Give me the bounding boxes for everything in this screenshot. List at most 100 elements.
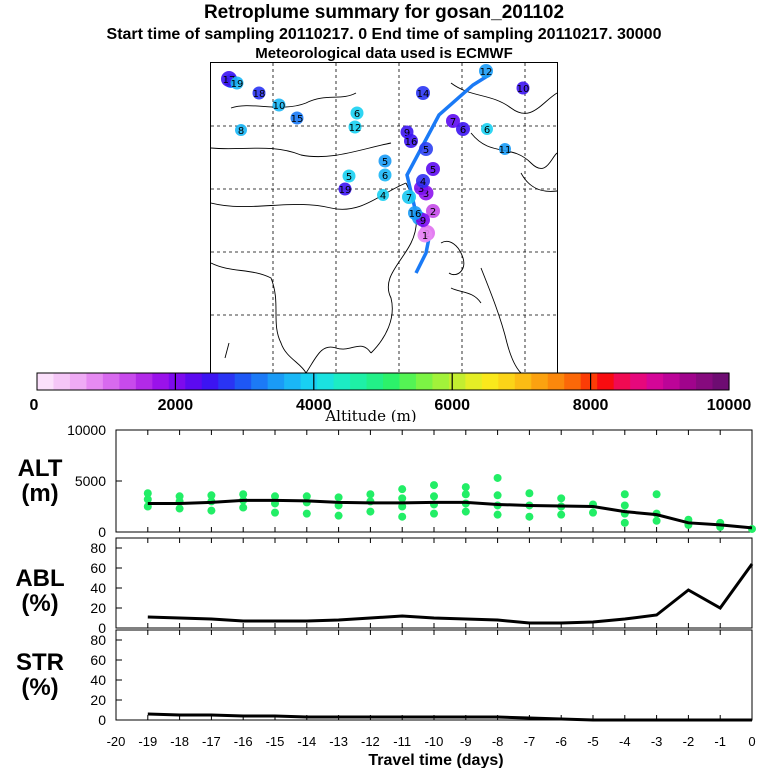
plume-marker-label: 19 [339,185,352,196]
plume-marker-label: 12 [480,67,493,78]
colorbar-frame [36,372,730,391]
abl-label-text: ABL (%) [15,565,65,617]
x-tick-label: -9 [460,734,472,749]
plume-marker-label: 6 [460,125,466,136]
alt-scatter-point [398,494,407,503]
colorbar-cell [366,373,384,390]
colorbar-cell [37,373,55,390]
colorbar-cell [119,373,137,390]
x-tick-label: -8 [492,734,504,749]
x-tick-label: 0 [748,734,755,749]
alt-scatter-point [493,473,502,482]
colorbar-cell [383,373,401,390]
plume-marker-label: 5 [423,145,429,156]
alt-scatter-point [143,495,152,504]
alt-panel-label: ALT (m) [5,456,75,506]
plume-marker-label: 5 [382,157,388,168]
alt-scatter-point [557,494,566,503]
colorbar-cell [498,373,516,390]
colorbar-tick-label: 0 [30,397,39,414]
retroplume-map: 2123344555566667788991010111212131415161… [210,62,558,374]
colorbar-cell [135,373,153,390]
colorbar-cell [679,373,697,390]
str-panel-frame [115,629,753,721]
colorbar-cell [580,373,598,390]
colorbar-cell [448,373,466,390]
plume-marker-label: 16 [409,209,422,220]
plume-marker-label: 10 [273,101,286,112]
plume-marker: 4 [377,189,389,202]
alt-scatter-point [652,516,661,525]
plume-marker: 14 [416,86,430,100]
plume-marker: 19 [338,182,352,196]
str-y-tick-label: 0 [98,712,106,728]
colorbar-cell [218,373,236,390]
x-tick-label: -12 [361,734,380,749]
alt-y-tick-label: 0 [98,524,106,540]
plume-marker: 12 [479,64,493,78]
abl-y-tick-label: 60 [90,560,106,576]
colorbar-cell [696,373,714,390]
plume-marker-label: 3 [423,189,429,200]
alt-scatter-point [557,510,566,519]
plume-marker-label: 9 [420,216,426,227]
chart-title: Retroplume summary for gosan_201102 [203,2,565,23]
plume-marker-label: 5 [430,165,436,176]
colorbar-cell [234,373,252,390]
alt-scatter-point [398,502,407,511]
plume-marker-label: 9 [404,128,410,139]
plume-marker: 5 [378,154,392,168]
x-tick-label: -11 [393,734,411,749]
alt-scatter-point [620,501,629,510]
map-coastlines [211,82,557,373]
colorbar-cell [564,373,582,390]
alt-scatter-point [652,490,661,499]
abl-y-tick-label: 20 [90,600,106,616]
colorbar-cell [597,373,615,390]
altitude-colorbar: 0 2000 4000 6000 8000 10000 Altitude (m) [30,372,751,422]
plume-marker-label: 3 [418,184,424,195]
colorbar-tick-label: 2000 [158,397,194,414]
alt-scatter-point [175,492,184,501]
plume-marker: 16 [404,134,418,148]
alt-scatter-point [620,490,629,499]
plume-marker: 18 [252,86,266,100]
plume-marker-label: 10 [517,84,530,95]
colorbar-cell [284,373,302,390]
plume-marker-label: 4 [420,177,426,188]
colorbar-cell [317,373,335,390]
str-series-line [147,712,752,722]
alt-scatter-point [207,491,216,500]
plume-marker-label: 7 [406,193,412,204]
plume-marker: 8 [235,124,247,137]
alt-scatter-point [366,490,375,499]
plume-marker: 5 [342,169,356,183]
plume-marker: 19 [230,76,244,90]
plume-marker: 6 [378,168,392,182]
plume-marker: 2 [426,204,440,218]
colorbar-cell [86,373,104,390]
abl-y-tick-label: 0 [98,620,106,636]
colorbar-cell [53,373,71,390]
colorbar-tick-label: 8000 [573,397,609,414]
colorbar-cell [630,373,648,390]
colorbar-cell [168,373,186,390]
abl-panel-label: ABL (%) [5,566,75,616]
colorbar-cell [399,373,417,390]
alt-scatter-point [525,489,534,498]
alt-scatter-point [430,509,438,518]
colorbar-cell [514,373,532,390]
alt-scatter-point [334,511,343,520]
plume-marker: 10 [516,81,530,95]
alt-scatter-point [239,503,248,512]
alt-scatter-point [461,507,470,516]
alt-label-text: ALT (m) [17,455,63,507]
colorbar-cell [102,373,120,390]
colorbar-cell [531,373,549,390]
x-tick-label: -7 [524,734,536,749]
x-axis-title: Travel time (days) [368,752,503,768]
alt-scatter-point [493,510,502,519]
x-tick-label: -14 [297,734,316,749]
alt-scatter-point [430,481,438,490]
abl-y-tick-label: 80 [90,540,106,556]
